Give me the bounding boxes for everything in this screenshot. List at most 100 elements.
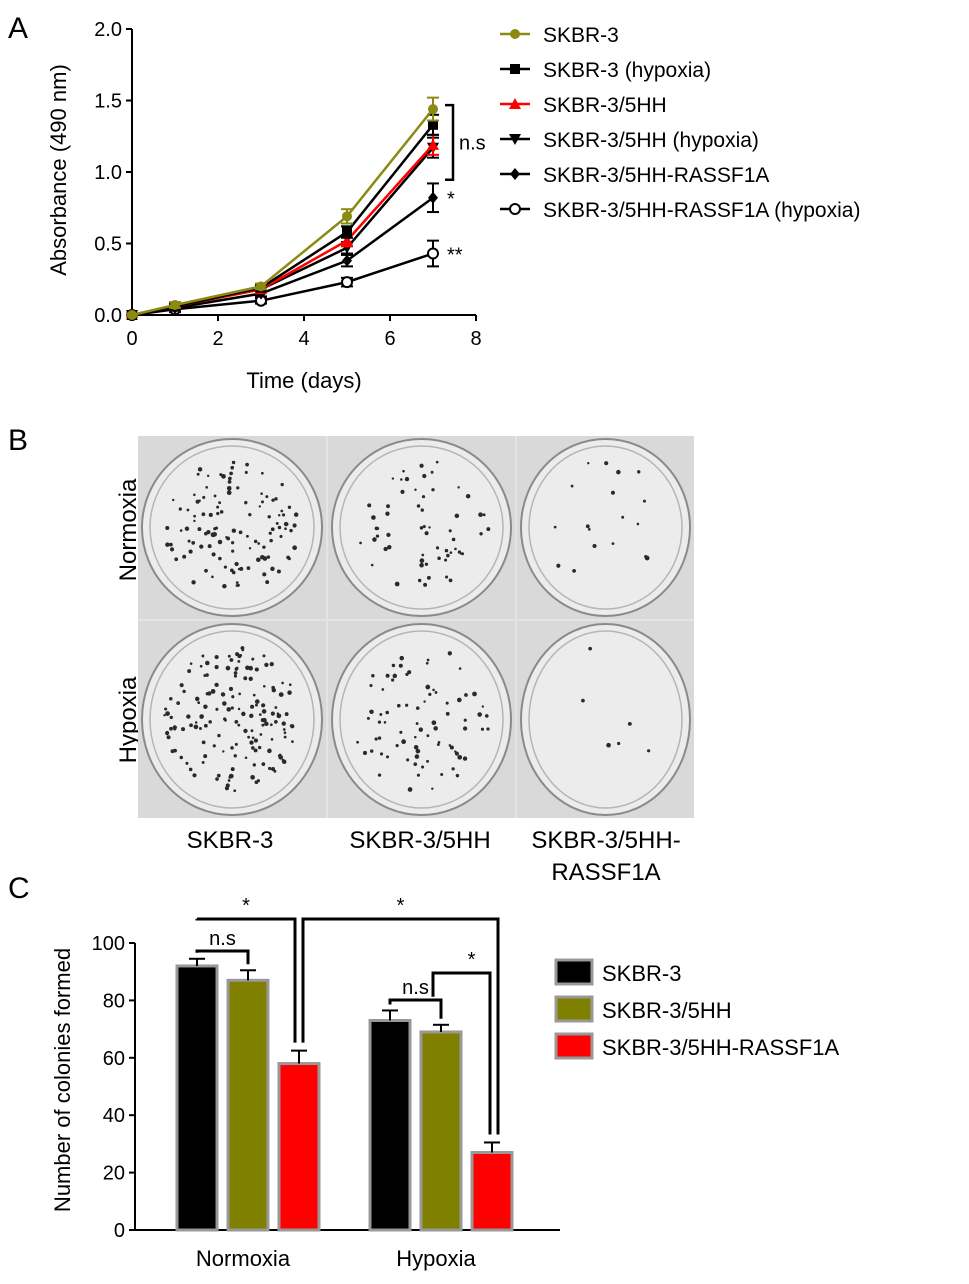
colony [457, 754, 463, 760]
colony [246, 534, 249, 538]
chart-a-ylabel: Absorbance (490 nm) [46, 64, 71, 276]
x-tick-label: 2 [212, 328, 223, 350]
colony [293, 512, 299, 517]
colony [431, 488, 435, 492]
colony [399, 655, 404, 661]
colony [617, 741, 621, 746]
colony [464, 693, 468, 697]
colony [281, 513, 286, 517]
colony [230, 568, 234, 573]
colony [257, 745, 262, 750]
colony [238, 692, 242, 696]
bar [368, 1018, 412, 1232]
colony [449, 745, 454, 750]
colony [637, 470, 641, 474]
colony [233, 754, 237, 758]
colony [581, 698, 585, 703]
colony [444, 558, 448, 562]
colony [203, 723, 208, 728]
colony [454, 513, 460, 519]
colony [237, 567, 241, 571]
ns-bracket [388, 998, 443, 1019]
colony [455, 773, 460, 778]
colony [246, 566, 251, 570]
colony [193, 514, 196, 518]
colony [230, 706, 234, 710]
colony [271, 766, 276, 771]
colony [284, 527, 287, 531]
colony [572, 568, 576, 573]
colony [259, 733, 263, 736]
colony [208, 720, 212, 724]
colony [404, 476, 410, 482]
colony [269, 723, 273, 727]
colony [216, 773, 221, 778]
colony [289, 528, 293, 533]
colony [211, 552, 216, 557]
colony [290, 724, 295, 729]
colony [227, 654, 231, 658]
colony [414, 754, 420, 759]
significance-bracket [195, 917, 297, 1043]
colony [253, 539, 258, 544]
colony [486, 727, 490, 731]
colony [436, 743, 440, 746]
colony [481, 705, 485, 708]
colony [237, 723, 241, 727]
colony [423, 582, 428, 587]
colony [192, 773, 197, 778]
colony [193, 724, 199, 730]
colony [280, 509, 284, 513]
colony [199, 714, 204, 719]
colony [370, 749, 374, 753]
colony [237, 707, 241, 711]
colony [356, 740, 359, 744]
colony [432, 688, 435, 692]
colony [419, 463, 424, 468]
significance-label: * [397, 895, 405, 917]
data-point [427, 247, 439, 260]
significance-label: * [468, 949, 476, 971]
colony [451, 767, 455, 771]
colony [260, 500, 264, 504]
colony [396, 703, 401, 708]
colony [611, 542, 615, 545]
colony [275, 521, 279, 525]
col-label-skbr3-5hh-rassf1a-line2: RASSF1A [551, 859, 660, 886]
colony [426, 734, 430, 738]
colony [273, 769, 277, 773]
colony [214, 654, 219, 660]
colony [186, 714, 191, 719]
data-point [341, 234, 353, 246]
colony [445, 711, 450, 716]
colony [224, 718, 227, 722]
colony [235, 581, 239, 585]
y-tick-label: 20 [103, 1163, 125, 1185]
data-point [170, 299, 180, 310]
panel-a-letter: A [8, 12, 28, 45]
colony [269, 538, 273, 543]
colony [280, 482, 284, 487]
colony [179, 529, 183, 532]
colony [231, 549, 235, 553]
colony [281, 721, 286, 726]
significance-bracket [431, 971, 492, 1135]
colony [205, 673, 209, 677]
colony [379, 713, 383, 716]
data-point [427, 138, 439, 150]
colony [189, 662, 193, 665]
data-point [256, 281, 266, 292]
data-point [342, 211, 352, 222]
legend-label: SKBR-3/5HH-RASSF1A (hypoxia) [543, 199, 860, 222]
colony [261, 709, 267, 714]
colony [248, 547, 252, 550]
colony [449, 551, 453, 554]
colony [251, 657, 255, 661]
petri-dish-rim [528, 445, 683, 610]
colony [416, 504, 421, 508]
colony [480, 727, 485, 731]
colony [257, 542, 261, 545]
colony [415, 748, 421, 754]
colony [201, 760, 205, 764]
colony [260, 471, 264, 475]
